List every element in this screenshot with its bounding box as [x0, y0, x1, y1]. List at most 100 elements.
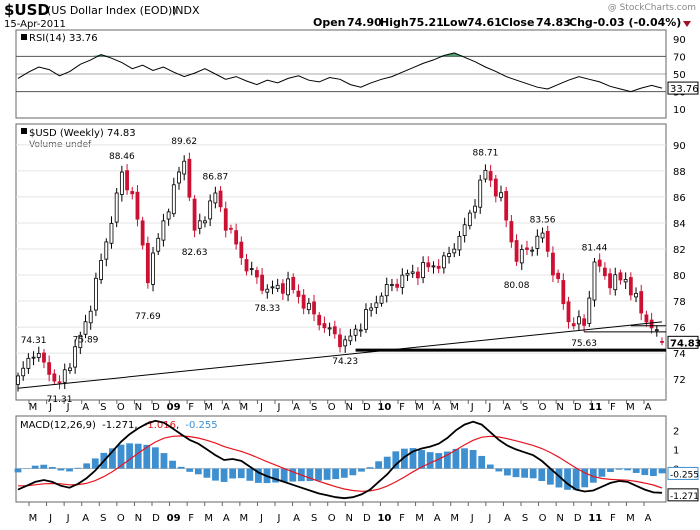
- symbol-title: $USD: [4, 1, 50, 19]
- candle-body: [654, 329, 659, 332]
- x-month-label: M: [626, 513, 635, 524]
- candle-body: [140, 220, 145, 246]
- candle-body: [208, 200, 213, 220]
- candle-body: [649, 319, 654, 329]
- macd-histogram-bar: [632, 468, 640, 473]
- macd-histogram-bar: [564, 468, 571, 490]
- candle-body: [151, 252, 155, 285]
- macd-histogram-bar: [203, 468, 211, 478]
- macd-histogram-bar: [546, 468, 554, 485]
- rsi-layer: 103050709033.76: [16, 35, 699, 116]
- candle-body: [327, 327, 332, 330]
- histogram-value: -0.255: [185, 420, 217, 431]
- macd-histogram-bar: [521, 468, 529, 478]
- price-annotation: 74.23: [332, 357, 358, 367]
- candle-body: [348, 335, 353, 342]
- candle-body: [551, 252, 555, 276]
- candle-body: [182, 160, 187, 175]
- macd-histogram-bar: [109, 448, 116, 469]
- price-tick-label: 86: [673, 193, 686, 204]
- candle-body: [255, 270, 259, 278]
- candle-body: [218, 190, 223, 208]
- symbol-name: (US Dollar Index (EOD)): [47, 4, 177, 17]
- macd-tick-label: 2: [673, 426, 679, 437]
- candle-body: [374, 302, 379, 308]
- x-month-label: N: [346, 402, 353, 413]
- candle-body: [577, 316, 581, 325]
- macd-histogram-bar: [23, 468, 30, 470]
- candle-body: [42, 352, 46, 363]
- x-month-label: A: [293, 513, 300, 524]
- rsi-tick-label: 90: [673, 35, 686, 46]
- x-month-label: J: [487, 513, 491, 524]
- macd-histogram-bar: [615, 468, 623, 470]
- candle-body: [223, 208, 228, 231]
- candle-body: [540, 232, 545, 239]
- candle-body: [31, 356, 36, 359]
- macd-histogram-bar: [401, 448, 408, 469]
- rsi-last-value-box: [667, 81, 699, 95]
- macd-histogram-bar: [607, 468, 614, 472]
- x-month-label: J: [66, 402, 70, 413]
- candle-body: [109, 223, 114, 244]
- price-annotation: 75.63: [571, 339, 597, 349]
- macd-tick-label: 1: [673, 445, 679, 456]
- candle-body: [556, 272, 561, 280]
- price-panel: [15, 123, 667, 401]
- signal-value: -1.016: [144, 420, 176, 431]
- x-month-label: A: [645, 513, 652, 524]
- candle-body: [473, 205, 477, 213]
- candle-body: [73, 346, 78, 368]
- candle-body: [177, 171, 181, 184]
- x-month-label: M: [240, 402, 249, 413]
- candle-body: [447, 253, 451, 257]
- candle-body: [457, 235, 462, 251]
- x-month-label: A: [293, 402, 300, 413]
- macd-histogram-bar: [255, 468, 262, 483]
- candle-body: [99, 260, 103, 280]
- x-month-label: S: [311, 513, 317, 524]
- macd-histogram-bar: [598, 468, 606, 477]
- rsi-title: RSI(14) 33.76: [29, 33, 98, 44]
- candle-body: [634, 292, 638, 298]
- x-month-label: O: [328, 402, 336, 413]
- x-month-label: J: [259, 402, 263, 413]
- x-month-label: J: [48, 513, 52, 524]
- candle-body: [390, 284, 394, 286]
- price-tick-label: 72: [673, 375, 686, 386]
- rsi-tick-label: 70: [673, 52, 686, 63]
- candle-body: [592, 261, 597, 301]
- candle-body: [561, 280, 566, 305]
- macd-histogram-bar: [83, 463, 91, 469]
- macd-histogram-bar: [280, 468, 288, 482]
- candle-body: [384, 284, 389, 297]
- candle-body: [36, 352, 41, 358]
- x-month-label: J: [487, 402, 491, 413]
- macd-line: [17, 419, 663, 500]
- candle-body: [286, 278, 290, 296]
- price-annotation: 83.56: [530, 216, 556, 226]
- close-label: Close: [501, 16, 534, 29]
- macd-histogram-bar: [572, 468, 580, 491]
- macd-histogram-bar: [469, 450, 477, 469]
- price-annotation: 86.87: [202, 173, 228, 183]
- low-value: 74.61: [467, 16, 502, 29]
- x-month-label: A: [504, 402, 511, 413]
- candle-body: [119, 171, 124, 195]
- candle-body: [452, 248, 457, 254]
- axis-layer: M J J A S O N D 09 F M A M J J A S O N D 10 F M A M J J A S O N D 11 F M AM…: [28, 400, 652, 524]
- x-month-label: J: [277, 402, 281, 413]
- candle-body: [514, 240, 519, 262]
- macd-histogram-bar: [237, 468, 245, 479]
- candle-body: [317, 314, 322, 326]
- macd-histogram-bar: [117, 444, 125, 469]
- x-month-label: J: [48, 402, 52, 413]
- candle-body: [68, 367, 72, 371]
- macd-histogram-bar: [126, 443, 134, 469]
- macd-histogram-bar: [358, 468, 365, 472]
- macd-histogram-bar: [194, 468, 202, 475]
- candle-body: [597, 259, 602, 267]
- macd-histogram-bar: [315, 468, 322, 481]
- chart-date: 15-Apr-2011: [4, 19, 66, 30]
- macd-histogram-bar: [650, 468, 657, 477]
